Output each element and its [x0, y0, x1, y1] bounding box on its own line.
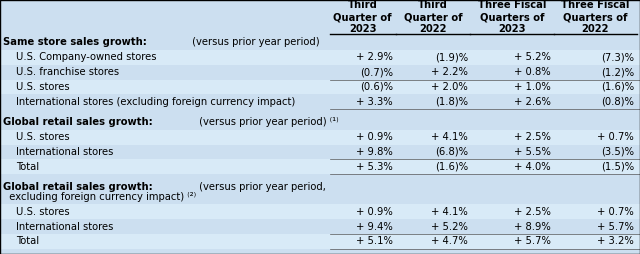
Text: + 9.8%: + 9.8%: [356, 147, 393, 157]
Text: U.S. Company-owned stores: U.S. Company-owned stores: [16, 52, 157, 62]
Text: (versus prior year period,: (versus prior year period,: [196, 182, 326, 192]
Text: U.S. franchise stores: U.S. franchise stores: [16, 67, 119, 77]
Bar: [0, 65, 640, 80]
Text: U.S. stores: U.S. stores: [16, 82, 70, 92]
Text: + 0.8%: + 0.8%: [515, 67, 551, 77]
Bar: [0, 130, 640, 145]
Text: Global retail sales growth:: Global retail sales growth:: [3, 182, 153, 192]
Text: + 9.4%: + 9.4%: [356, 221, 393, 232]
Text: (1.9)%: (1.9)%: [435, 52, 468, 62]
Bar: [0, 174, 640, 179]
Text: (1.5)%: (1.5)%: [601, 162, 634, 172]
Bar: [0, 204, 640, 219]
Text: + 0.7%: + 0.7%: [598, 132, 634, 142]
Text: + 5.7%: + 5.7%: [514, 236, 551, 246]
Bar: [0, 234, 640, 249]
Bar: [0, 109, 640, 114]
Text: (7.3)%: (7.3)%: [601, 52, 634, 62]
Text: (1.6)%: (1.6)%: [435, 162, 468, 172]
Text: + 4.0%: + 4.0%: [515, 162, 551, 172]
Text: excluding foreign currency impact) ⁽²⁾: excluding foreign currency impact) ⁽²⁾: [3, 192, 196, 202]
Text: International stores (excluding foreign currency impact): International stores (excluding foreign …: [16, 97, 295, 107]
Text: Three Fiscal
Quarters of
2023: Three Fiscal Quarters of 2023: [478, 0, 546, 34]
Text: + 1.0%: + 1.0%: [515, 82, 551, 92]
Text: U.S. stores: U.S. stores: [16, 207, 70, 217]
Text: + 5.7%: + 5.7%: [597, 221, 634, 232]
Text: + 3.2%: + 3.2%: [598, 236, 634, 246]
Text: International stores: International stores: [16, 147, 113, 157]
Text: Total: Total: [16, 162, 39, 172]
Bar: [0, 94, 640, 109]
Text: International stores: International stores: [16, 221, 113, 232]
Bar: [0, 145, 640, 159]
Bar: [0, 0, 640, 34]
Text: + 5.2%: + 5.2%: [431, 221, 468, 232]
Text: Third
Quarter of
2023: Third Quarter of 2023: [333, 0, 392, 34]
Bar: [0, 34, 640, 50]
Bar: [0, 114, 640, 130]
Text: + 2.0%: + 2.0%: [431, 82, 468, 92]
Text: (versus prior year period) ⁽¹⁾: (versus prior year period) ⁽¹⁾: [196, 117, 339, 127]
Text: + 4.7%: + 4.7%: [431, 236, 468, 246]
Bar: [0, 80, 640, 94]
Text: (0.8)%: (0.8)%: [602, 97, 634, 107]
Bar: [0, 219, 640, 234]
Text: Same store sales growth:: Same store sales growth:: [3, 37, 147, 47]
Text: + 5.5%: + 5.5%: [514, 147, 551, 157]
Text: (3.5)%: (3.5)%: [601, 147, 634, 157]
Text: Total: Total: [16, 236, 39, 246]
Text: Three Fiscal
Quarters of
2022: Three Fiscal Quarters of 2022: [561, 0, 629, 34]
Text: + 0.9%: + 0.9%: [356, 207, 393, 217]
Text: + 4.1%: + 4.1%: [431, 207, 468, 217]
Text: (0.6)%: (0.6)%: [360, 82, 393, 92]
Text: + 0.7%: + 0.7%: [598, 207, 634, 217]
Text: (6.8)%: (6.8)%: [435, 147, 468, 157]
Text: Global retail sales growth:: Global retail sales growth:: [3, 117, 153, 127]
Text: (1.2)%: (1.2)%: [601, 67, 634, 77]
Bar: [0, 50, 640, 65]
Text: + 2.5%: + 2.5%: [514, 132, 551, 142]
Text: + 3.3%: + 3.3%: [356, 97, 393, 107]
Text: + 2.6%: + 2.6%: [514, 97, 551, 107]
Text: + 2.2%: + 2.2%: [431, 67, 468, 77]
Text: + 2.5%: + 2.5%: [514, 207, 551, 217]
Text: + 2.9%: + 2.9%: [356, 52, 393, 62]
Text: + 0.9%: + 0.9%: [356, 132, 393, 142]
Text: (1.8)%: (1.8)%: [435, 97, 468, 107]
Text: U.S. stores: U.S. stores: [16, 132, 70, 142]
Text: Third
Quarter of
2022: Third Quarter of 2022: [404, 0, 462, 34]
Text: + 5.2%: + 5.2%: [514, 52, 551, 62]
Text: (0.7)%: (0.7)%: [360, 67, 393, 77]
Text: + 8.9%: + 8.9%: [515, 221, 551, 232]
Bar: [0, 179, 640, 204]
Text: + 4.1%: + 4.1%: [431, 132, 468, 142]
Text: + 5.1%: + 5.1%: [356, 236, 393, 246]
Text: (versus prior year period): (versus prior year period): [189, 37, 319, 47]
Bar: [0, 159, 640, 174]
Text: (1.6)%: (1.6)%: [601, 82, 634, 92]
Text: + 5.3%: + 5.3%: [356, 162, 393, 172]
